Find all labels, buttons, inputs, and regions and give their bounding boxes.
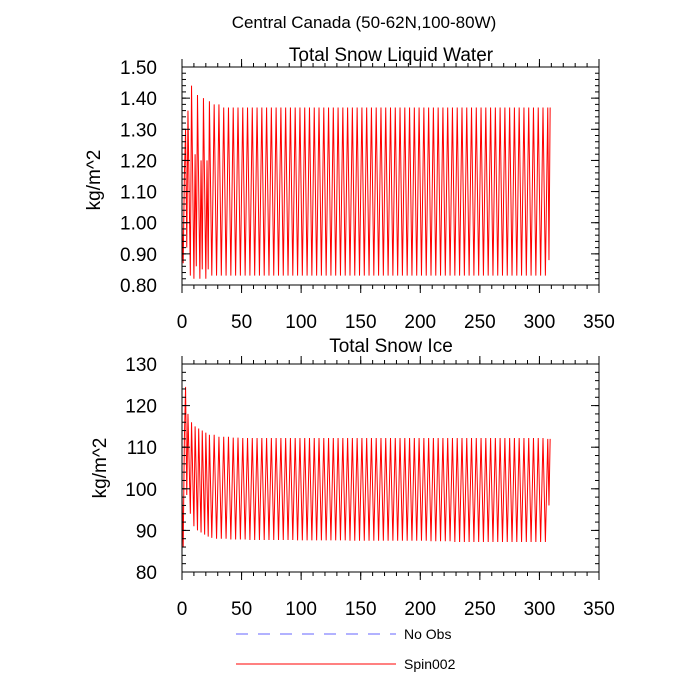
x-tick-label: 250 xyxy=(464,312,496,333)
y-tick-label: 1.30 xyxy=(120,120,157,141)
series-layer xyxy=(181,386,551,548)
y-tick-label: 1.40 xyxy=(120,89,157,110)
chart-total-snow-ice: Total Snow Ice kg/m^2 80 90 100 110 120 130 0 5… xyxy=(90,336,615,620)
series-line-spin002 xyxy=(181,85,551,279)
x-tick-label: 300 xyxy=(524,599,556,620)
plot-frame xyxy=(181,66,600,286)
x-tick-label: 150 xyxy=(345,599,377,620)
x-tick-label: 150 xyxy=(345,312,377,333)
y-tick-label: 1.10 xyxy=(120,183,157,204)
series-layer xyxy=(181,85,551,279)
y-tick-label: 130 xyxy=(125,355,157,376)
x-tick-label: 100 xyxy=(285,312,317,333)
y-tick-label: 1.20 xyxy=(120,151,157,172)
x-tick-label: 100 xyxy=(285,599,317,620)
x-tick-label: 350 xyxy=(583,599,615,620)
x-tick-label: 50 xyxy=(231,599,252,620)
chart-title: Total Snow Ice xyxy=(329,336,453,357)
x-tick-label: 0 xyxy=(177,599,188,620)
plot-frame xyxy=(181,363,600,573)
legend: No Obs Spin002 xyxy=(236,626,456,672)
chart-title: Total Snow Liquid Water xyxy=(289,45,494,66)
series-line-spin002 xyxy=(181,386,551,548)
x-tick-label: 50 xyxy=(231,312,252,333)
chart-total-snow-liquid-water: Total Snow Liquid Water kg/m^2 0.80 0.90 1… xyxy=(84,45,615,333)
legend-label-no-obs: No Obs xyxy=(404,626,451,642)
legend-label-spin002: Spin002 xyxy=(404,656,456,672)
y-tick-label: 1.00 xyxy=(120,214,157,235)
y-tick-label: 90 xyxy=(136,521,157,542)
y-tick-label: 110 xyxy=(127,438,157,459)
y-tick-label: 1.50 xyxy=(120,58,157,79)
y-axis-label: kg/m^2 xyxy=(84,150,105,211)
figure-title: Central Canada (50-62N,100-80W) xyxy=(232,13,497,32)
x-tick-label: 300 xyxy=(524,312,556,333)
axis-ticks: 0.80 0.90 1.00 1.10 1.20 1.30 1.40 1.50 0 50 100 15… xyxy=(120,58,615,333)
x-tick-label: 350 xyxy=(583,312,615,333)
y-axis-label: kg/m^2 xyxy=(90,438,111,499)
y-tick-label: 0.80 xyxy=(120,276,157,297)
y-tick-label: 0.90 xyxy=(120,245,157,266)
y-tick-label: 80 xyxy=(136,563,157,584)
x-tick-label: 0 xyxy=(177,312,188,333)
x-tick-label: 200 xyxy=(404,599,436,620)
y-tick-label: 120 xyxy=(125,397,157,418)
x-tick-label: 250 xyxy=(464,599,496,620)
x-tick-label: 200 xyxy=(404,312,436,333)
y-tick-label: 100 xyxy=(125,480,157,501)
